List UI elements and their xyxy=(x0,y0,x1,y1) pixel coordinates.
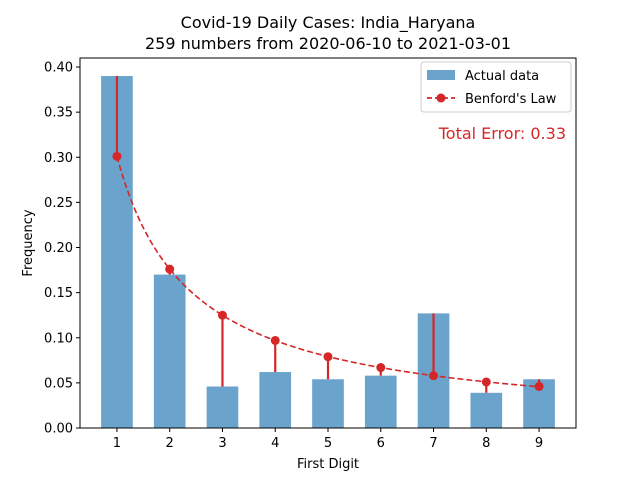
benford-point-8 xyxy=(481,377,491,387)
benford-point-3 xyxy=(217,310,227,320)
x-tick-label: 2 xyxy=(166,436,174,451)
chart-title-line1: Covid-19 Daily Cases: India_Haryana xyxy=(181,13,476,33)
x-axis-label: First Digit xyxy=(297,457,359,472)
x-tick-label: 8 xyxy=(482,436,490,451)
y-tick-label: 0.15 xyxy=(44,286,73,301)
x-tick-label: 6 xyxy=(377,436,385,451)
legend-label-benford: Benford's Law xyxy=(465,92,557,107)
benford-point-9 xyxy=(534,381,544,391)
bar-actual-2 xyxy=(153,274,186,428)
x-tick-label: 7 xyxy=(429,436,437,451)
y-tick-label: 0.35 xyxy=(44,106,73,121)
x-tick-label: 5 xyxy=(324,436,332,451)
y-tick-label: 0.40 xyxy=(44,61,73,76)
chart-title-line2: 259 numbers from 2020-06-10 to 2021-03-0… xyxy=(145,34,511,53)
legend-swatch-benford-marker xyxy=(436,93,446,103)
y-tick-label: 0.00 xyxy=(44,422,73,437)
bar-actual-6 xyxy=(364,375,397,428)
benford-point-7 xyxy=(429,371,439,381)
legend: Actual data Benford's Law xyxy=(420,61,572,113)
benford-point-1 xyxy=(112,151,122,161)
benford-point-6 xyxy=(376,363,386,373)
bar-actual-4 xyxy=(259,372,292,428)
y-tick-label: 0.30 xyxy=(44,151,73,166)
y-axis-label: Frequency xyxy=(21,209,36,276)
total-error-annotation: Total Error: 0.33 xyxy=(438,124,566,143)
bar-actual-5 xyxy=(312,379,344,428)
x-tick-label: 9 xyxy=(535,436,543,451)
x-tick-label: 1 xyxy=(113,436,121,451)
y-tick-label: 0.05 xyxy=(44,376,73,391)
legend-label-actual-data: Actual data xyxy=(465,69,539,84)
legend-swatch-actual-data xyxy=(427,70,455,80)
bar-actual-3 xyxy=(206,386,239,428)
y-tick-label: 0.20 xyxy=(44,241,73,256)
benford-point-5 xyxy=(323,352,333,362)
bar-actual-8 xyxy=(470,392,503,428)
plot-area xyxy=(101,76,555,429)
x-tick-label: 4 xyxy=(271,436,279,451)
x-tick-label: 3 xyxy=(218,436,226,451)
benford-point-2 xyxy=(165,264,175,274)
y-tick-label: 0.10 xyxy=(44,331,73,346)
y-tick-label: 0.25 xyxy=(44,196,73,211)
legend-box xyxy=(420,61,572,113)
benford-point-4 xyxy=(270,335,280,345)
